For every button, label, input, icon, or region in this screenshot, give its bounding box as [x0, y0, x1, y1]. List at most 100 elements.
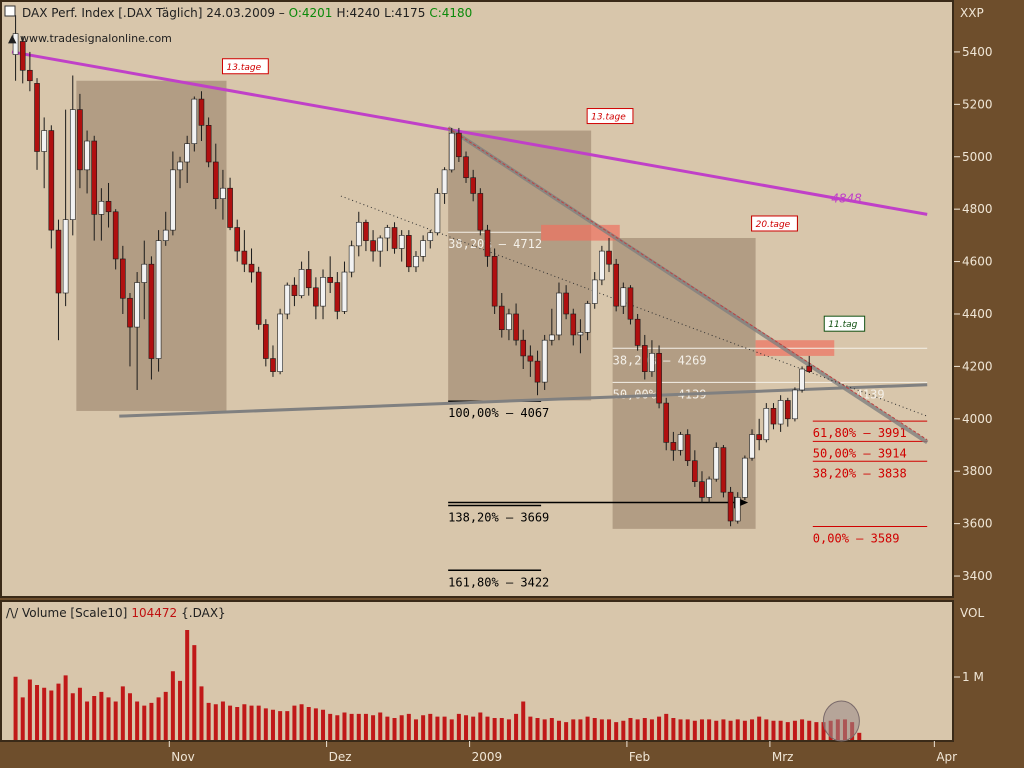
- candle-body: [441, 169, 448, 194]
- window-icon[interactable]: [4, 5, 16, 17]
- volume-bar: [392, 718, 397, 740]
- highlight-label: 11.tag: [823, 315, 866, 332]
- candle-body: [677, 434, 684, 451]
- candle: [584, 300, 591, 341]
- volume-bar: [506, 719, 511, 740]
- candle: [263, 319, 269, 367]
- time-tick-label: Dez: [329, 750, 352, 764]
- candle: [448, 127, 455, 173]
- candle: [112, 209, 119, 270]
- volume-bar: [385, 716, 390, 740]
- candle: [255, 266, 262, 330]
- volume-bar: [714, 720, 719, 740]
- candle: [384, 224, 391, 252]
- candle-body: [220, 187, 226, 199]
- volume-bar: [142, 705, 147, 740]
- volume-bar: [70, 693, 75, 740]
- volume-bar: [178, 680, 183, 740]
- price-tick-label: 4200: [962, 359, 993, 373]
- candle: [234, 219, 241, 262]
- candle: [427, 230, 434, 249]
- volume-bar: [442, 716, 447, 740]
- time-tick-label: 2009: [472, 750, 503, 764]
- candle: [656, 345, 662, 409]
- volume-bar: [27, 679, 32, 740]
- volume-bar: [49, 690, 54, 740]
- candle-body: [799, 368, 805, 391]
- candle-body: [177, 161, 183, 171]
- candle-body: [148, 263, 155, 359]
- volume-bar: [535, 718, 540, 740]
- volume-bar: [699, 719, 704, 740]
- candle: [248, 248, 255, 283]
- candles-layer: [12, 15, 813, 527]
- candle: [91, 135, 98, 241]
- volume-bar: [13, 676, 18, 740]
- candle-body: [234, 227, 241, 252]
- volume-bar: [685, 719, 690, 740]
- volume-bar: [642, 718, 647, 740]
- candle-body: [84, 140, 90, 171]
- candle-body: [248, 263, 255, 273]
- time-zone-2: [612, 237, 756, 529]
- candle-body: [470, 177, 476, 194]
- candle-body: [420, 240, 426, 257]
- candle-body: [91, 140, 98, 215]
- candle: [406, 230, 412, 273]
- candle: [620, 282, 627, 314]
- volume-bar: [278, 711, 283, 740]
- volume-bar: [635, 719, 640, 740]
- volume-bar: [92, 696, 97, 740]
- volume-bar: [192, 645, 197, 740]
- candle: [770, 403, 777, 430]
- candle: [456, 127, 462, 162]
- volume-value: 104472: [131, 606, 177, 620]
- candle: [413, 251, 419, 273]
- volume-bar: [657, 716, 662, 740]
- price-tick-label: 5000: [962, 150, 993, 164]
- volume-bar: [757, 716, 762, 740]
- candle-body: [756, 434, 762, 441]
- volume-bar: [328, 713, 333, 740]
- candle-body: [305, 269, 312, 289]
- candle-body: [363, 221, 369, 241]
- candle: [684, 429, 691, 466]
- volume-bar: [478, 712, 483, 740]
- candle-body: [599, 250, 605, 281]
- candle-body: [184, 143, 190, 163]
- candle-body: [634, 318, 641, 346]
- volume-bar: [857, 732, 862, 740]
- zone-label-3: 20.tage: [751, 215, 798, 232]
- candle: [506, 308, 512, 341]
- candle: [649, 340, 655, 377]
- candle: [463, 151, 469, 183]
- candle-body: [577, 332, 584, 336]
- volume-layer: [13, 630, 862, 742]
- volume-bar: [106, 697, 111, 740]
- candle-body: [313, 287, 319, 307]
- candle-body: [520, 339, 527, 357]
- volume-bar: [607, 719, 612, 740]
- volume-bar: [742, 720, 747, 740]
- candle-body: [770, 408, 777, 425]
- candle-body: [191, 98, 198, 144]
- time-tick-label: Apr: [936, 750, 957, 764]
- candle: [727, 486, 734, 527]
- volume-bar: [170, 671, 175, 740]
- watermark: www.tradesignalonline.com: [20, 32, 172, 45]
- candle: [184, 135, 190, 183]
- volume-highlight-circle: [822, 700, 860, 742]
- candle-body: [484, 229, 491, 257]
- fib-label-1: 100,00% – 4067: [448, 406, 549, 420]
- candle: [784, 397, 791, 427]
- candle: [148, 256, 155, 380]
- candle-body: [391, 227, 398, 249]
- candle: [527, 345, 534, 377]
- volume-bar: [363, 713, 368, 740]
- volume-bar: [649, 719, 654, 740]
- candle-body: [341, 271, 348, 312]
- highlight-label-text: 11.tag: [828, 320, 857, 330]
- candle-body: [627, 287, 634, 320]
- zone-label-box: [586, 108, 634, 125]
